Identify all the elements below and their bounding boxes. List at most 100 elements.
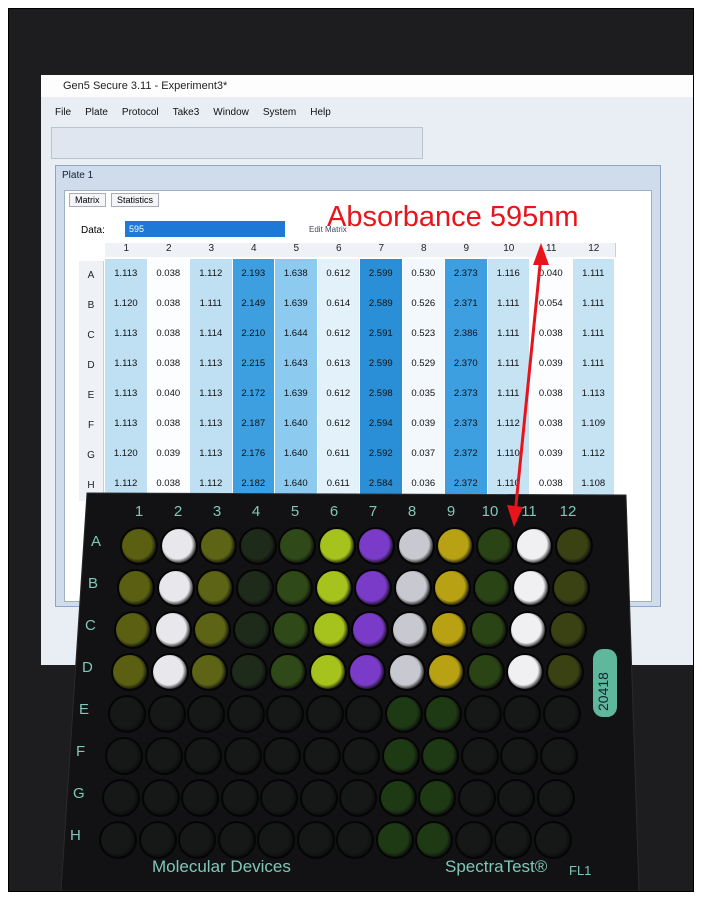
plate-column-label: 7 [368, 503, 378, 520]
well [539, 737, 578, 775]
plate-column-label: 2 [173, 503, 183, 520]
well [454, 821, 493, 859]
well [536, 779, 575, 817]
matrix-cell: 1.113 [105, 349, 147, 379]
well [418, 779, 456, 817]
tab[interactable]: Matrix [69, 193, 106, 207]
menu-item[interactable]: Take3 [172, 107, 200, 118]
matrix-cell: 0.039 [402, 409, 444, 439]
well [147, 695, 186, 733]
matrix-cell: 2.172 [232, 379, 274, 409]
menu-item[interactable]: File [55, 107, 72, 118]
row-header: F [79, 411, 104, 441]
well [415, 821, 453, 859]
matrix-cell: 0.038 [530, 319, 572, 349]
matrix-cell: 0.038 [530, 379, 572, 409]
matrix-cell: 0.038 [147, 289, 189, 319]
well [138, 821, 177, 859]
menu-item[interactable]: Protocol [121, 107, 159, 118]
well [542, 695, 581, 733]
well [199, 527, 237, 565]
well [217, 821, 256, 859]
plate-row-label: D [82, 659, 93, 676]
matrix-cell: 2.589 [360, 289, 402, 319]
menu-bar: File Plate Protocol Take3 Window System Help [41, 103, 693, 123]
matrix-cell: 1.111 [487, 289, 529, 319]
menu-item[interactable]: Help [310, 107, 331, 118]
annotation-arrow [513, 254, 543, 516]
matrix-cell: 1.112 [572, 439, 614, 469]
data-select[interactable]: 595 [125, 221, 285, 237]
matrix-cell: 1.643 [275, 349, 317, 379]
well [421, 737, 459, 775]
matrix-cell: 2.373 [445, 409, 487, 439]
well [354, 569, 392, 607]
matrix-cell: 1.111 [487, 319, 529, 349]
well [548, 611, 587, 649]
well [308, 653, 347, 691]
matrix-cell: 0.038 [147, 259, 189, 289]
well [187, 695, 225, 733]
matrix-cell: 2.371 [445, 289, 487, 319]
matrix-cell: 0.613 [317, 349, 359, 379]
well [427, 653, 465, 691]
well [545, 653, 584, 691]
matrix-cell: 0.040 [147, 379, 189, 409]
matrix-cell: 2.149 [232, 289, 274, 319]
well [348, 653, 386, 691]
well [342, 737, 380, 775]
well [272, 611, 310, 649]
menu-item[interactable]: Window [213, 107, 249, 118]
plate-product: SpectraTest® [445, 857, 548, 876]
well [190, 653, 228, 691]
well [302, 737, 341, 775]
row-header: G [79, 441, 104, 471]
matrix-cell: 1.108 [572, 469, 614, 499]
well [232, 611, 271, 649]
well [433, 569, 471, 607]
plate-wells: 1 2 3 4 5 6 7 8 9 10 11 12 A B C D E F G H [9, 9, 693, 891]
matrix-cell: 2.599 [360, 349, 402, 379]
well [257, 821, 295, 859]
edit-matrix[interactable]: Edit Matrix [309, 225, 347, 234]
well [533, 821, 572, 859]
well [466, 653, 505, 691]
well [296, 821, 335, 859]
well [181, 779, 219, 817]
tab[interactable]: Statistics [111, 193, 160, 207]
well [336, 821, 374, 859]
matrix-cell: 2.373 [445, 379, 487, 409]
matrix-cell: 2.591 [360, 319, 402, 349]
matrix-cell: 1.114 [190, 319, 232, 349]
matrix-cell: 2.370 [445, 349, 487, 379]
menu-item[interactable]: System [262, 107, 297, 118]
plate-column-label: 6 [329, 503, 339, 520]
menu-item[interactable]: Plate [85, 107, 108, 118]
matrix-cell: 1.113 [190, 439, 232, 469]
matrix-cell: 0.530 [402, 259, 444, 289]
plate-column-label: 12 [559, 503, 577, 520]
matrix-cell: 1.113 [105, 319, 147, 349]
matrix-cell: 2.176 [232, 439, 274, 469]
well [469, 611, 508, 649]
well [178, 821, 216, 859]
well [141, 779, 180, 817]
plate-tag [593, 649, 617, 717]
matrix-cell: 2.372 [445, 439, 487, 469]
plate-brand: Molecular Devices [152, 857, 291, 876]
matrix-cell: 2.193 [232, 259, 274, 289]
well [150, 653, 189, 691]
well [554, 527, 593, 565]
matrix-cell: 0.614 [317, 289, 359, 319]
matrix-cell: 2.599 [360, 259, 402, 289]
matrix-cell: 1.109 [572, 409, 614, 439]
matrix-cell: 0.612 [317, 379, 359, 409]
plate-row-label: E [79, 701, 90, 718]
plate-code: 20418 [595, 672, 611, 711]
matrix-cell: 1.110 [487, 469, 529, 499]
well [390, 611, 429, 649]
well [494, 821, 532, 859]
well [156, 569, 195, 607]
plate-column-label: 5 [290, 503, 300, 520]
